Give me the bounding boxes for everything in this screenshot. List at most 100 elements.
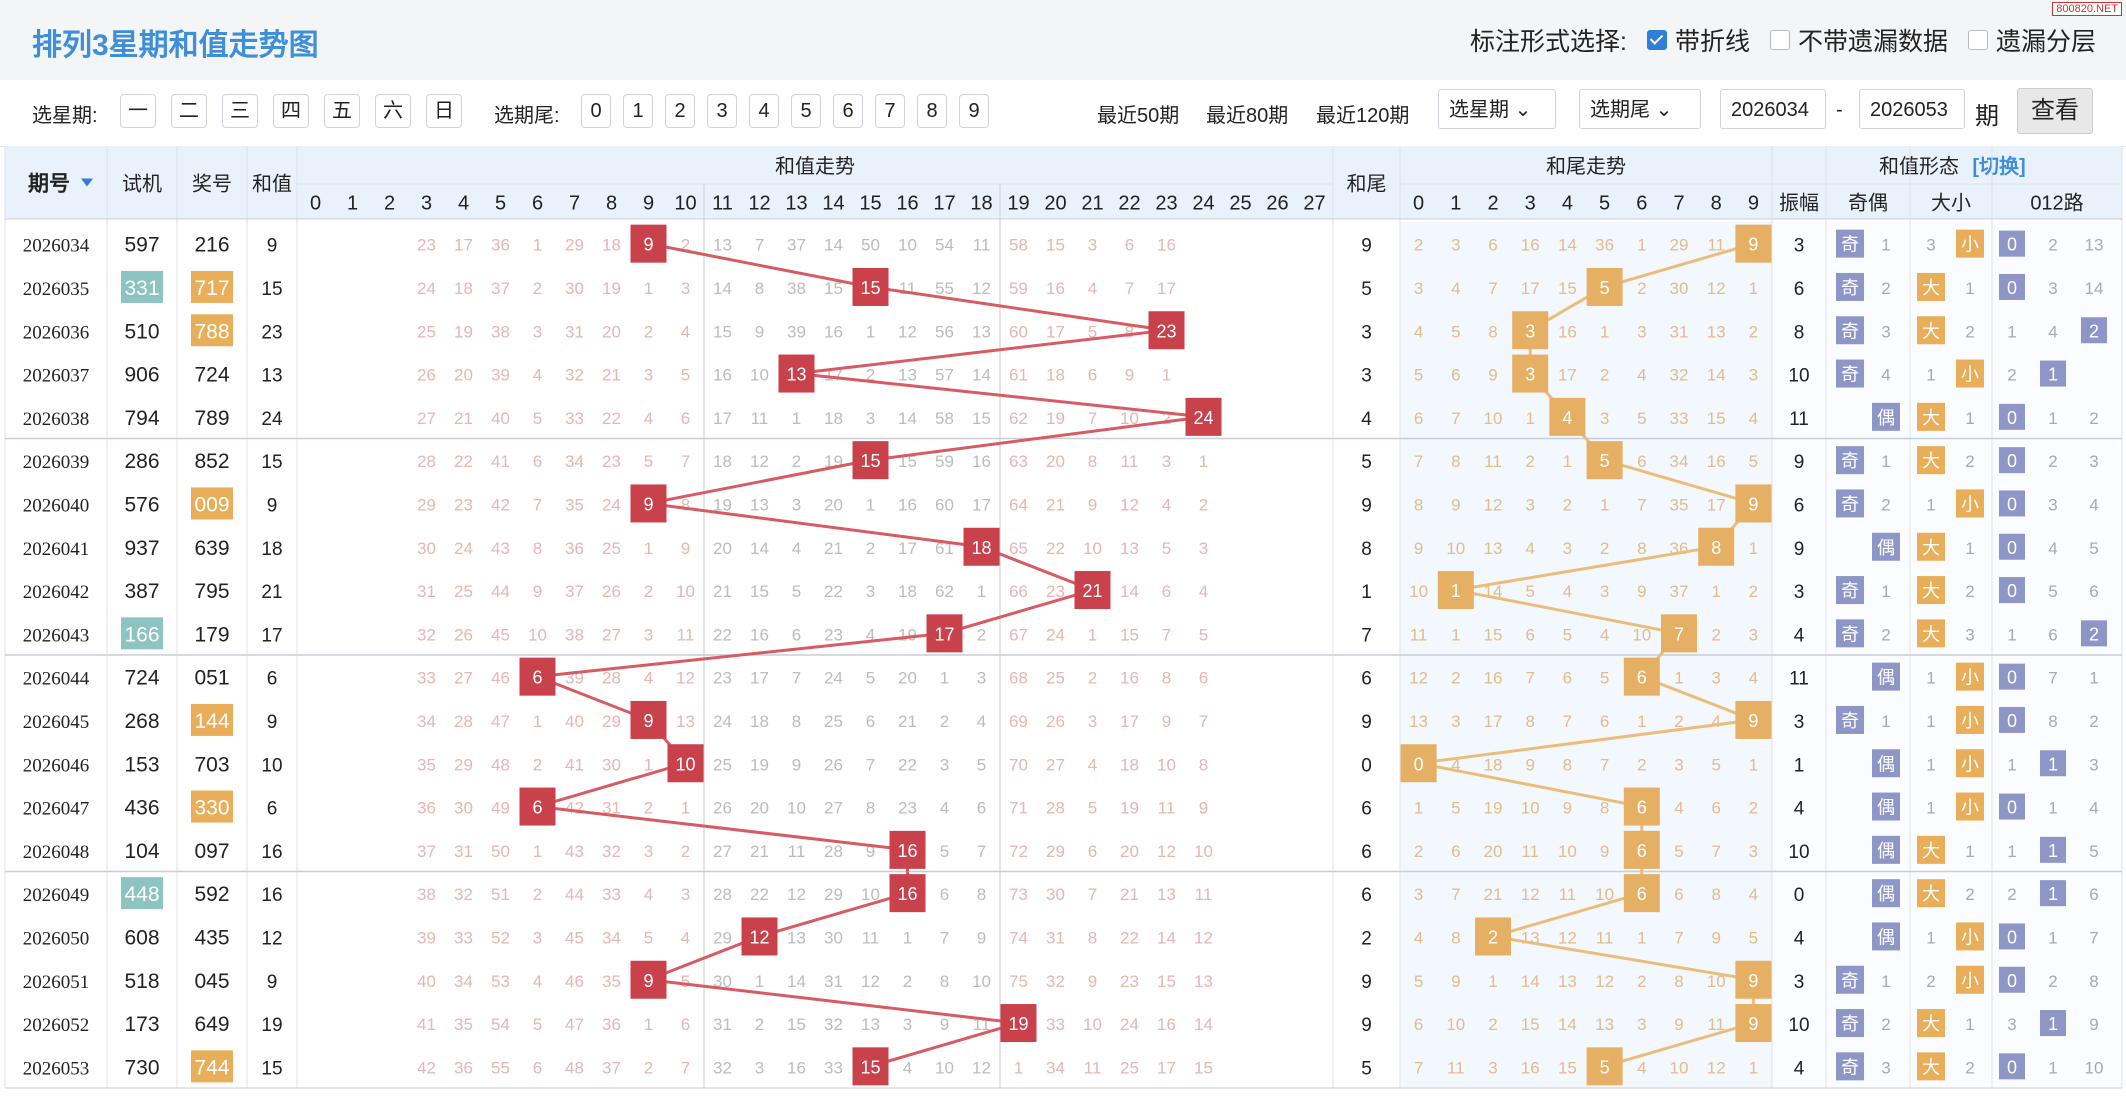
- sum-col-label: 9: [643, 193, 654, 215]
- recent-120-link[interactable]: 最近120期: [1316, 105, 1410, 127]
- missing-value: 39: [491, 366, 510, 385]
- tail-value: 9: [1361, 712, 1372, 733]
- option-layered[interactable]: 遗漏分层: [1967, 22, 2096, 58]
- missing-value: 2: [1451, 669, 1460, 688]
- missing-value: 2: [1881, 1015, 1890, 1034]
- tail-button[interactable]: 6: [833, 94, 863, 128]
- sum-box-label: 15: [860, 278, 880, 298]
- missing-value: 11: [1707, 236, 1725, 255]
- missing-value: 3: [1881, 1058, 1890, 1077]
- odd-even-label: 奇: [1841, 451, 1859, 471]
- missing-value: 3: [1711, 669, 1720, 688]
- missing-value: 13: [787, 928, 806, 947]
- big-small-badge: [1917, 619, 1945, 648]
- weekday-button[interactable]: 二: [171, 94, 207, 128]
- issue-number: 2026051: [23, 972, 90, 993]
- tail-button[interactable]: 2: [665, 94, 695, 128]
- missing-value: 13: [1194, 972, 1213, 991]
- query-button[interactable]: 查看: [2017, 88, 2093, 134]
- issue-number: 2026045: [23, 712, 90, 733]
- big-small-label: 大: [1922, 408, 1940, 428]
- missing-value: 3: [1488, 1058, 1497, 1077]
- big-small-badge: [1956, 489, 1984, 518]
- odd-even-badge: [1872, 402, 1900, 431]
- checkbox-icon[interactable]: [1769, 30, 1790, 50]
- odd-even-label: 偶: [1877, 927, 1895, 947]
- weekday-button[interactable]: 六: [375, 94, 411, 128]
- sum-col-label: 6: [532, 193, 543, 215]
- draw-number: 435: [194, 926, 229, 949]
- tail-col-label: 4: [1562, 193, 1573, 215]
- missing-value: 3: [1749, 842, 1758, 861]
- weekday-button[interactable]: 四: [273, 94, 309, 128]
- missing-value: 5: [644, 928, 653, 947]
- tail-value: 6: [1361, 669, 1372, 690]
- weekday-button[interactable]: 日: [426, 94, 462, 128]
- tail-button[interactable]: 8: [917, 94, 947, 128]
- checkbox-icon[interactable]: [1967, 30, 1988, 50]
- missing-value: 3: [644, 842, 653, 861]
- missing-value: 4: [533, 366, 542, 385]
- big-small-badge: [1956, 662, 1984, 691]
- tail-button[interactable]: 5: [791, 94, 821, 128]
- sum-box-label: 16: [897, 884, 917, 904]
- tail-select[interactable]: 选期尾 ⌄: [1579, 89, 1701, 129]
- from-issue-input[interactable]: 2026034: [1720, 89, 1826, 129]
- big-small-badge: [1917, 402, 1945, 431]
- missing-value: 9: [1199, 799, 1208, 818]
- missing-value: 1: [2048, 409, 2057, 428]
- tail-button[interactable]: 7: [875, 94, 905, 128]
- to-issue-input[interactable]: 2026053: [1859, 89, 1965, 129]
- missing-value: 14: [972, 366, 991, 385]
- missing-value: 3: [1525, 495, 1534, 514]
- weekday-button[interactable]: 一: [120, 94, 156, 128]
- missing-value: 4: [1600, 625, 1609, 644]
- sum-value: 15: [261, 1058, 282, 1079]
- missing-value: 13: [1120, 539, 1139, 558]
- odd-even-badge: [1872, 879, 1900, 908]
- tail-button[interactable]: 0: [581, 94, 611, 128]
- recent-80-link[interactable]: 最近80期: [1206, 105, 1289, 127]
- missing-value: 27: [454, 669, 473, 688]
- missing-value: 16: [898, 495, 917, 514]
- issue-number: 2026047: [23, 799, 90, 820]
- option-with-line[interactable]: 带折线: [1646, 22, 1750, 58]
- missing-value: 20: [750, 799, 769, 818]
- road-badge: [1999, 793, 2025, 820]
- tail-button[interactable]: 3: [707, 94, 737, 128]
- missing-value: 9: [1600, 842, 1609, 861]
- missing-value: 1: [1637, 236, 1646, 255]
- checkbox-checked-icon[interactable]: [1646, 30, 1667, 50]
- missing-value: 8: [1125, 322, 1134, 341]
- option-no-missing[interactable]: 不带遗漏数据: [1769, 22, 1948, 58]
- tail-button[interactable]: 1: [623, 94, 653, 128]
- missing-value: 16: [824, 322, 843, 341]
- tail-box: [1623, 657, 1660, 696]
- tail-button[interactable]: 4: [749, 94, 779, 128]
- tail-value: 3: [1361, 366, 1372, 387]
- road-label: 1: [2048, 365, 2058, 385]
- missing-value: 8: [1414, 495, 1423, 514]
- missing-value: 1: [1014, 1058, 1023, 1077]
- missing-value: 6: [1451, 366, 1460, 385]
- missing-value: 3: [1674, 755, 1683, 774]
- issue-number: 2026049: [23, 885, 90, 906]
- tail-button[interactable]: 9: [959, 94, 989, 128]
- missing-value: 75: [1009, 972, 1028, 991]
- missing-value: 6: [1488, 236, 1497, 255]
- missing-value: 4: [1749, 885, 1758, 904]
- weekday-select[interactable]: 选星期 ⌄: [1438, 89, 1556, 129]
- recent-50-link[interactable]: 最近50期: [1097, 105, 1180, 127]
- missing-value: 4: [644, 669, 653, 688]
- missing-value: 14: [824, 236, 843, 255]
- missing-value: 4: [1451, 279, 1460, 298]
- missing-value: 30: [1670, 279, 1689, 298]
- missing-value: 7: [1600, 755, 1609, 774]
- tail-box: [1698, 527, 1735, 566]
- missing-value: 1: [1965, 539, 1974, 558]
- weekday-button[interactable]: 三: [222, 94, 258, 128]
- missing-value: 17: [1707, 495, 1726, 514]
- odd-even-badge: [1836, 965, 1864, 994]
- missing-value: 7: [1088, 409, 1097, 428]
- weekday-button[interactable]: 五: [324, 94, 360, 128]
